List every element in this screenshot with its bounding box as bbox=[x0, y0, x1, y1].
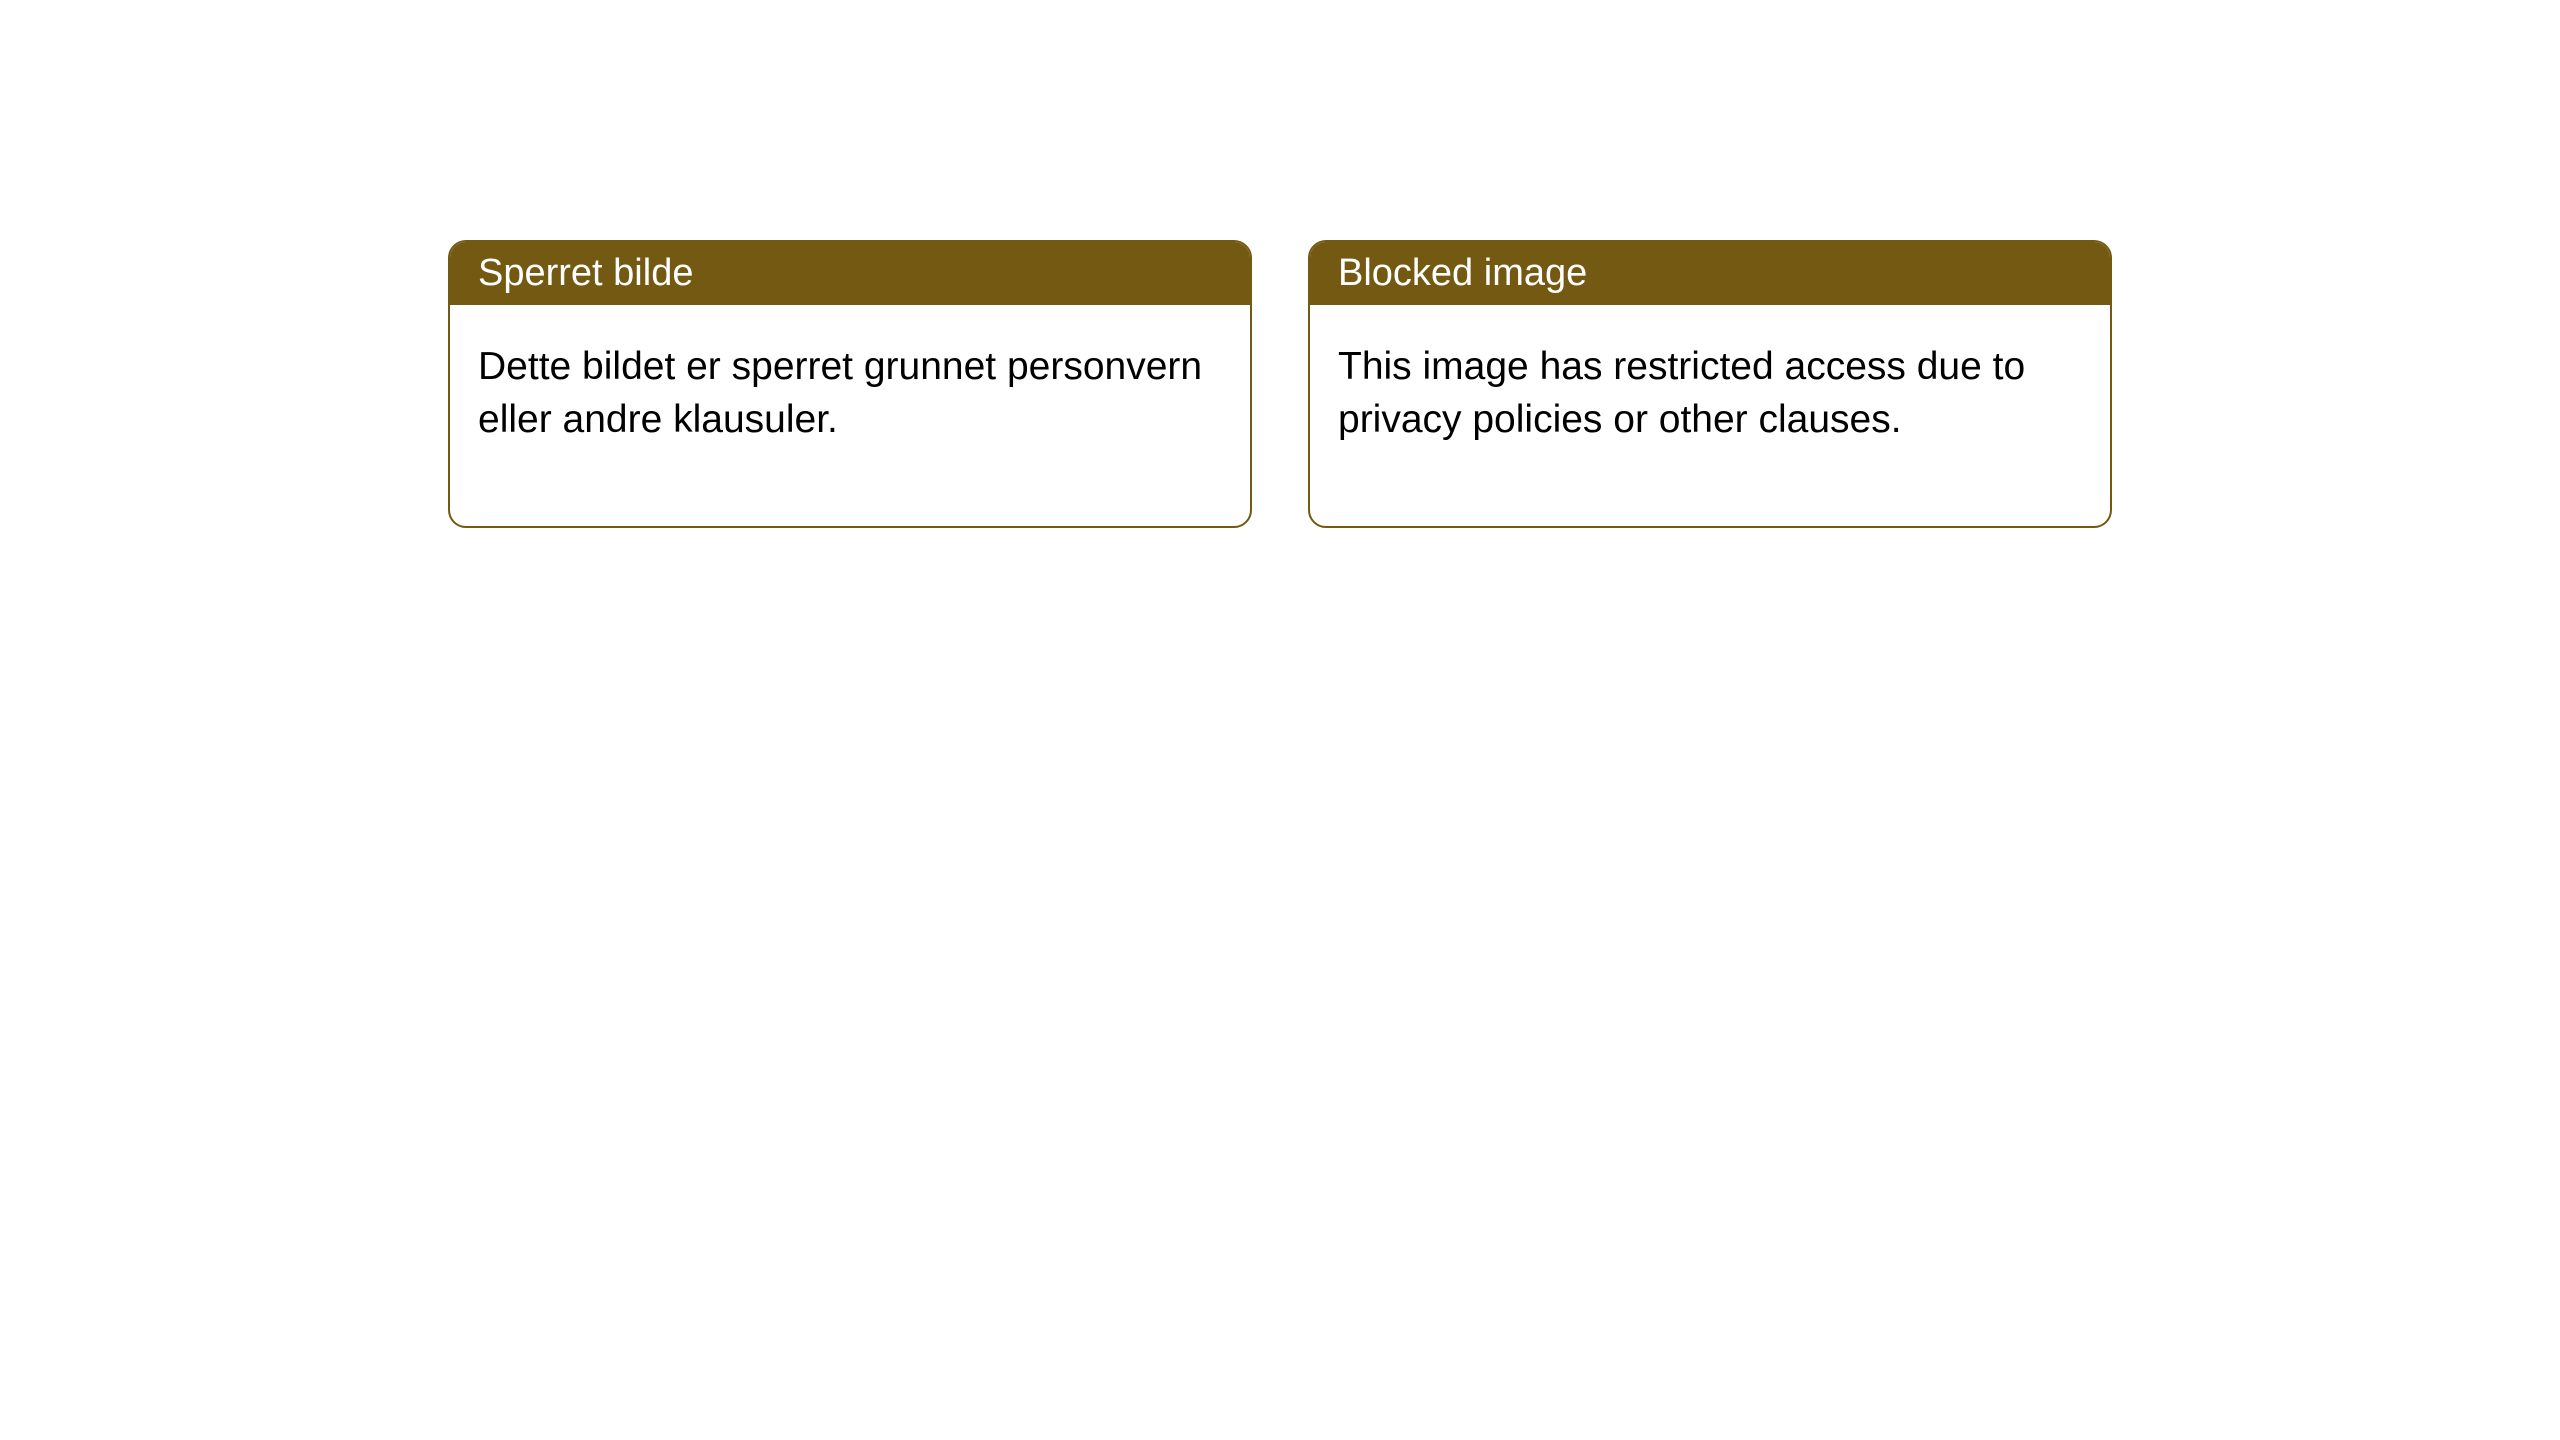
card-title: Sperret bilde bbox=[450, 242, 1250, 305]
cards-container: Sperret bilde Dette bildet er sperret gr… bbox=[448, 240, 2112, 528]
card-title: Blocked image bbox=[1310, 242, 2110, 305]
card-body-text: Dette bildet er sperret grunnet personve… bbox=[450, 305, 1250, 526]
blocked-card-english: Blocked image This image has restricted … bbox=[1308, 240, 2112, 528]
blocked-card-norwegian: Sperret bilde Dette bildet er sperret gr… bbox=[448, 240, 1252, 528]
card-body-text: This image has restricted access due to … bbox=[1310, 305, 2110, 526]
